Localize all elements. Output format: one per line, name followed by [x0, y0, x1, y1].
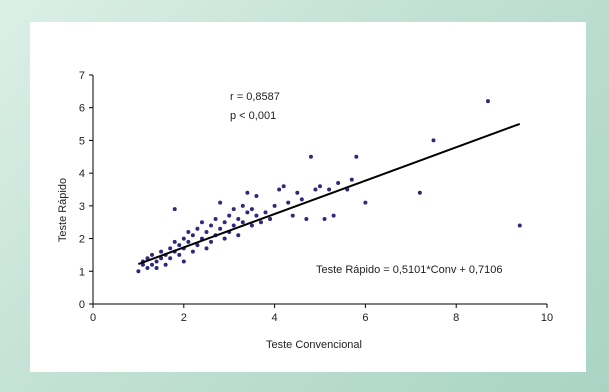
- data-point: [313, 187, 318, 192]
- data-point: [231, 207, 236, 212]
- data-point: [150, 262, 155, 267]
- data-point: [181, 236, 186, 241]
- data-point: [145, 256, 150, 261]
- x-tick-label: 4: [272, 312, 278, 324]
- x-axis-title: Teste Convencional: [266, 339, 362, 351]
- x-tick-label: 2: [181, 312, 187, 324]
- chart-frame: 0 2 4 6 8 10 0 1 2 3 4 5 6 7 r = 0,8587 p < 0,001 Tes…: [30, 22, 586, 372]
- data-point: [517, 223, 522, 228]
- data-point: [318, 184, 322, 189]
- data-point: [159, 249, 164, 254]
- scatter-chart: 0 2 4 6 8 10 0 1 2 3 4 5 6 7 r = 0,8587 p < 0,001 Tes…: [57, 70, 553, 351]
- data-point: [136, 269, 141, 274]
- data-point: [240, 220, 245, 225]
- data-point: [172, 207, 177, 212]
- data-point: [363, 200, 368, 205]
- data-point: [349, 177, 354, 182]
- y-tick-label: 7: [79, 70, 85, 82]
- data-point: [168, 246, 173, 251]
- annotation-p: p < 0,001: [230, 110, 276, 122]
- data-point: [190, 233, 195, 238]
- regression-line-group: [138, 122, 521, 266]
- x-tick-label: 10: [541, 312, 553, 324]
- data-point: [331, 213, 336, 218]
- x-tick-label: 0: [90, 312, 96, 324]
- data-point: [168, 256, 173, 261]
- data-point: [254, 213, 259, 218]
- data-point: [186, 239, 191, 244]
- data-point: [195, 243, 200, 248]
- regression-line: [138, 122, 521, 266]
- data-point: [281, 184, 286, 189]
- data-point: [249, 207, 254, 212]
- axes: 0 2 4 6 8 10 0 1 2 3 4 5 6 7: [79, 70, 553, 324]
- data-point: [485, 99, 490, 104]
- data-point: [322, 216, 327, 221]
- data-point: [336, 180, 341, 185]
- data-point: [245, 190, 250, 195]
- data-point: [258, 220, 263, 225]
- regression-equation: Teste Rápido = 0,5101*Conv + 0,7106: [316, 264, 503, 276]
- y-tick-label: 2: [79, 234, 85, 246]
- data-point: [268, 216, 273, 221]
- data-point: [218, 226, 223, 231]
- data-point: [145, 266, 150, 271]
- data-point: [263, 210, 268, 215]
- y-tick-label: 6: [79, 103, 85, 115]
- y-tick-label: 3: [79, 201, 85, 213]
- data-point: [240, 203, 245, 208]
- data-point: [218, 200, 223, 205]
- data-point: [177, 252, 182, 257]
- x-tick-label: 8: [453, 312, 459, 324]
- data-point: [245, 210, 250, 215]
- data-point: [327, 187, 332, 192]
- data-point: [272, 203, 277, 208]
- data-point: [290, 213, 295, 218]
- data-point: [150, 252, 155, 257]
- data-point: [222, 220, 227, 225]
- data-points: [136, 99, 522, 274]
- x-tick-label: 6: [362, 312, 368, 324]
- y-tick-label: 0: [79, 299, 85, 311]
- data-point: [304, 216, 309, 221]
- data-point: [177, 243, 182, 248]
- data-point: [154, 266, 159, 271]
- data-point: [277, 187, 282, 192]
- annotation-r: r = 0,8587: [230, 91, 280, 103]
- data-point: [195, 226, 200, 231]
- data-point: [190, 249, 195, 254]
- data-point: [417, 190, 422, 195]
- data-point: [231, 223, 236, 228]
- data-point: [159, 256, 164, 261]
- y-tick-label: 5: [79, 135, 85, 147]
- data-point: [299, 197, 304, 202]
- data-point: [204, 246, 209, 251]
- data-point: [286, 200, 291, 205]
- data-point: [163, 262, 168, 267]
- data-point: [222, 236, 227, 241]
- data-point: [227, 213, 232, 218]
- data-point: [204, 230, 209, 235]
- y-tick-label: 1: [79, 266, 85, 278]
- data-point: [354, 154, 359, 159]
- data-point: [209, 223, 214, 228]
- data-point: [209, 239, 214, 244]
- data-point: [213, 216, 218, 221]
- data-point: [308, 154, 313, 159]
- data-point: [181, 259, 186, 264]
- data-point: [295, 190, 300, 195]
- data-point: [154, 259, 159, 264]
- data-point: [254, 194, 259, 199]
- data-point: [236, 216, 241, 221]
- data-point: [249, 223, 254, 228]
- data-point: [236, 233, 241, 238]
- data-point: [431, 138, 436, 143]
- data-point: [172, 239, 177, 244]
- data-point: [199, 220, 204, 225]
- y-axis-title: Teste Rápido: [57, 178, 69, 242]
- data-point: [186, 230, 191, 235]
- y-tick-label: 4: [79, 168, 85, 180]
